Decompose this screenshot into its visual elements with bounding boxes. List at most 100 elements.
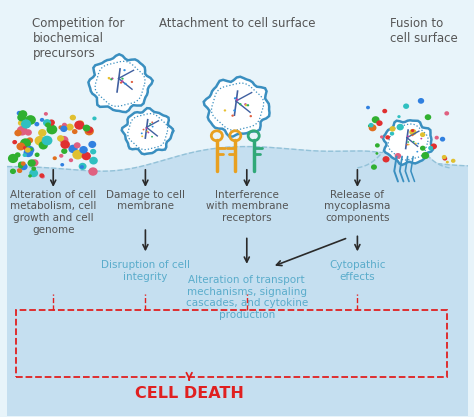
Circle shape bbox=[24, 148, 33, 157]
Circle shape bbox=[146, 131, 148, 132]
Circle shape bbox=[403, 103, 409, 109]
Circle shape bbox=[421, 152, 429, 159]
Text: Damage to cell
membrane: Damage to cell membrane bbox=[106, 190, 185, 211]
Circle shape bbox=[21, 161, 26, 166]
Text: Disruption of cell
integrity: Disruption of cell integrity bbox=[101, 261, 190, 282]
Circle shape bbox=[25, 147, 31, 153]
Circle shape bbox=[17, 126, 27, 136]
Circle shape bbox=[66, 123, 74, 131]
Circle shape bbox=[35, 122, 39, 126]
Circle shape bbox=[451, 159, 456, 163]
Circle shape bbox=[31, 159, 38, 166]
Circle shape bbox=[31, 166, 36, 171]
Circle shape bbox=[89, 157, 98, 165]
Text: Interference
with membrane
receptors: Interference with membrane receptors bbox=[206, 190, 288, 223]
Circle shape bbox=[27, 118, 33, 124]
Circle shape bbox=[406, 144, 408, 146]
Circle shape bbox=[82, 125, 91, 131]
Circle shape bbox=[68, 145, 78, 153]
Circle shape bbox=[35, 153, 40, 157]
Circle shape bbox=[430, 143, 437, 149]
Circle shape bbox=[92, 116, 97, 121]
Circle shape bbox=[409, 129, 417, 136]
Circle shape bbox=[233, 109, 236, 112]
Circle shape bbox=[249, 115, 252, 117]
Circle shape bbox=[446, 161, 449, 163]
Circle shape bbox=[26, 146, 34, 154]
Circle shape bbox=[231, 115, 234, 117]
Circle shape bbox=[123, 69, 126, 71]
Circle shape bbox=[413, 141, 415, 143]
Circle shape bbox=[420, 132, 425, 137]
Circle shape bbox=[25, 129, 32, 136]
Circle shape bbox=[108, 77, 110, 79]
Text: Attachment to cell surface: Attachment to cell surface bbox=[159, 18, 316, 30]
Circle shape bbox=[408, 144, 410, 146]
Circle shape bbox=[18, 161, 24, 167]
Circle shape bbox=[12, 140, 17, 144]
Circle shape bbox=[131, 81, 133, 83]
Circle shape bbox=[24, 145, 31, 151]
Text: Competition for
biochemical
precursors: Competition for biochemical precursors bbox=[33, 18, 125, 60]
Circle shape bbox=[245, 104, 247, 106]
Circle shape bbox=[397, 115, 401, 118]
Circle shape bbox=[48, 119, 55, 126]
Circle shape bbox=[407, 136, 409, 137]
Circle shape bbox=[35, 136, 46, 146]
Circle shape bbox=[411, 135, 413, 136]
Circle shape bbox=[61, 148, 67, 154]
Circle shape bbox=[390, 132, 394, 136]
Circle shape bbox=[82, 152, 91, 160]
Circle shape bbox=[407, 141, 409, 143]
Circle shape bbox=[390, 126, 396, 132]
Circle shape bbox=[20, 138, 31, 148]
Text: CELL DEATH: CELL DEATH bbox=[135, 386, 244, 401]
Circle shape bbox=[151, 136, 153, 138]
Circle shape bbox=[44, 112, 48, 116]
Circle shape bbox=[88, 167, 98, 176]
Circle shape bbox=[442, 156, 447, 161]
Circle shape bbox=[62, 123, 67, 127]
Circle shape bbox=[366, 106, 370, 109]
Circle shape bbox=[246, 104, 249, 106]
Circle shape bbox=[60, 163, 64, 166]
Circle shape bbox=[79, 146, 88, 153]
Circle shape bbox=[27, 137, 33, 143]
Circle shape bbox=[417, 143, 419, 144]
Circle shape bbox=[108, 77, 110, 80]
Circle shape bbox=[368, 125, 371, 127]
Polygon shape bbox=[7, 147, 468, 416]
Circle shape bbox=[17, 143, 25, 151]
Circle shape bbox=[29, 147, 33, 151]
Circle shape bbox=[121, 80, 124, 83]
Circle shape bbox=[383, 156, 390, 163]
Circle shape bbox=[18, 163, 23, 168]
Circle shape bbox=[53, 156, 57, 160]
Circle shape bbox=[440, 137, 445, 142]
Circle shape bbox=[141, 133, 143, 134]
Circle shape bbox=[58, 125, 63, 130]
Circle shape bbox=[244, 103, 246, 106]
Polygon shape bbox=[122, 108, 173, 154]
Circle shape bbox=[17, 168, 22, 173]
Circle shape bbox=[124, 83, 127, 85]
Circle shape bbox=[60, 140, 70, 149]
Circle shape bbox=[143, 129, 145, 131]
Circle shape bbox=[369, 124, 376, 131]
Circle shape bbox=[46, 125, 57, 134]
Circle shape bbox=[10, 168, 16, 174]
Circle shape bbox=[17, 168, 21, 172]
Circle shape bbox=[151, 121, 153, 123]
Circle shape bbox=[74, 142, 81, 148]
Circle shape bbox=[69, 158, 73, 162]
Circle shape bbox=[425, 114, 431, 120]
Circle shape bbox=[78, 121, 84, 126]
Circle shape bbox=[72, 129, 78, 134]
Circle shape bbox=[149, 123, 151, 125]
Circle shape bbox=[372, 116, 380, 123]
Text: Fusion to
cell surface: Fusion to cell surface bbox=[390, 18, 457, 45]
Circle shape bbox=[147, 132, 149, 133]
Circle shape bbox=[17, 111, 22, 116]
Circle shape bbox=[224, 109, 226, 112]
Circle shape bbox=[85, 126, 93, 133]
